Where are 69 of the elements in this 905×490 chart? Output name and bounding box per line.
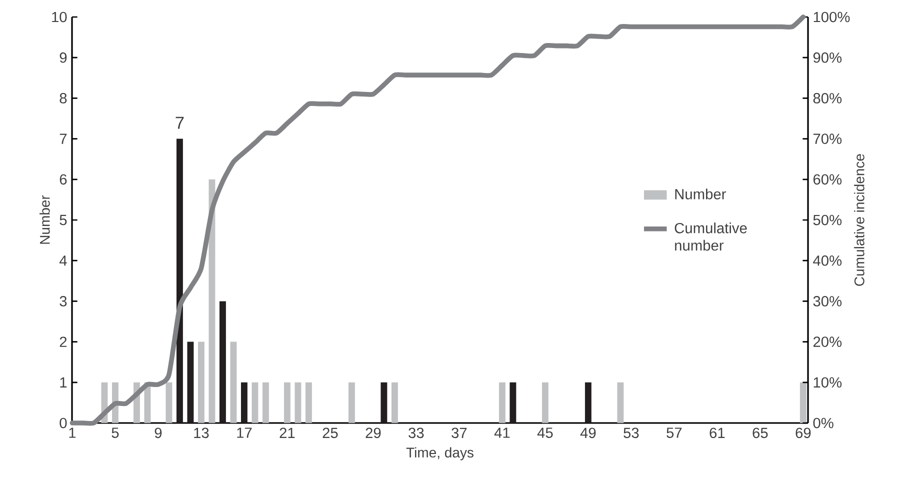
x-tick-label: 1 xyxy=(69,428,76,438)
y2-tick-label: 20% xyxy=(813,336,842,347)
bar xyxy=(208,179,216,423)
y-tick-label: 4 xyxy=(59,256,67,266)
bar xyxy=(348,382,355,423)
bar xyxy=(252,382,258,423)
bar xyxy=(284,382,290,423)
y-tick-label: 3 xyxy=(60,296,67,306)
y-tick-label: 1 xyxy=(60,377,67,388)
bar xyxy=(498,382,506,423)
x-tick-label: 69 xyxy=(796,428,811,438)
y2-tick-label: 80% xyxy=(813,93,842,104)
y2-tick-label: 30% xyxy=(813,296,842,306)
y-tick-label: 9 xyxy=(60,52,67,63)
x-tick-label: 13 xyxy=(194,428,209,438)
y2-tick-label: 90% xyxy=(813,52,842,63)
y-tick-label: 2 xyxy=(60,336,67,347)
y2-axis-title: Cumulative incidence xyxy=(854,154,864,286)
y-axis-title: Number xyxy=(40,195,50,244)
bar xyxy=(380,382,388,423)
line-series xyxy=(70,14,806,426)
bar xyxy=(219,301,226,423)
x-tick-label: 61 xyxy=(710,428,725,438)
x-tick-label: 49 xyxy=(580,428,596,438)
data-label: 7 xyxy=(176,116,184,129)
y2-tick-label: 60% xyxy=(813,174,842,185)
y-tick-label: 8 xyxy=(60,93,67,104)
y2-tick-label: 0% xyxy=(813,418,834,428)
bar xyxy=(294,382,302,423)
x-tick-label: 53 xyxy=(624,428,639,438)
x-tick-label: 65 xyxy=(752,428,768,438)
bar xyxy=(617,382,624,423)
y2-tick-label: 40% xyxy=(813,255,842,266)
bar xyxy=(198,342,204,423)
y2-tick-label: 100% xyxy=(814,12,850,22)
bar xyxy=(391,382,398,423)
x-tick-label: 21 xyxy=(280,428,295,438)
y2-tick-label: 70% xyxy=(813,134,842,144)
bar xyxy=(166,382,172,423)
x-tick-label: 33 xyxy=(408,428,424,438)
bar xyxy=(584,382,592,423)
y-tick-label: 10 xyxy=(52,12,67,22)
y-tick-label: 5 xyxy=(60,214,67,226)
x-tick-label: 29 xyxy=(366,428,381,438)
y2-tick-label: 10% xyxy=(814,377,842,388)
bar xyxy=(262,382,269,423)
x-tick-label: 57 xyxy=(666,428,682,438)
x-tick-label: 9 xyxy=(154,428,162,438)
legend-label: Cumulative number xyxy=(674,222,747,251)
bar xyxy=(240,382,248,423)
bar xyxy=(542,382,548,423)
x-axis-title: Time, days xyxy=(406,447,474,460)
y-tick-label: 0 xyxy=(60,418,67,428)
bar xyxy=(187,342,194,423)
y-tick-label: 7 xyxy=(60,134,67,144)
bar xyxy=(305,382,312,423)
x-tick-label: 45 xyxy=(537,428,553,438)
x-tick-label: 5 xyxy=(112,428,119,438)
bar xyxy=(230,342,237,423)
legend-label: Number xyxy=(675,188,726,200)
x-tick-label: 25 xyxy=(322,428,338,438)
bar xyxy=(510,382,516,423)
x-tick-label: 41 xyxy=(494,428,510,438)
bar xyxy=(176,138,183,423)
x-tick-label: 37 xyxy=(452,428,467,438)
bar xyxy=(800,382,806,423)
y2-tick-label: 50% xyxy=(813,214,842,226)
y-tick-label: 6 xyxy=(60,174,67,185)
x-tick-label: 17 xyxy=(237,428,252,438)
